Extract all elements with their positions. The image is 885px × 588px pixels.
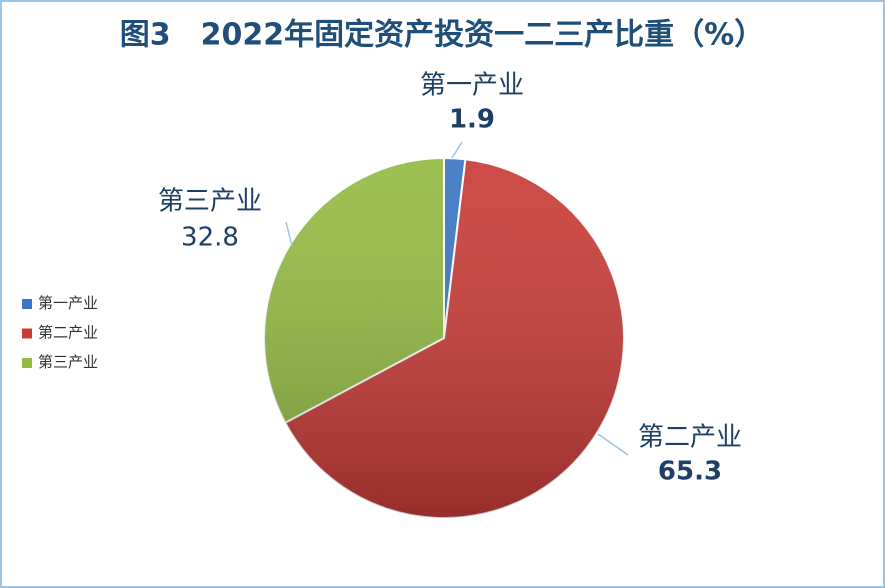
leader-line xyxy=(285,221,293,247)
leader-line xyxy=(597,433,629,456)
data-label-value: 32.8 xyxy=(181,223,239,253)
data-label-name: 第二产业 xyxy=(638,423,742,453)
legend-label: 第三产业 xyxy=(38,353,98,371)
data-label-value: 1.9 xyxy=(449,105,495,135)
data-label-value: 65.3 xyxy=(658,457,722,487)
legend-label: 第一产业 xyxy=(38,294,98,312)
legend-label: 第二产业 xyxy=(38,324,98,342)
legend-swatch xyxy=(22,299,32,309)
chart-title: 图3 2022年固定资产投资一二三产比重（%） xyxy=(120,18,764,53)
data-label-name: 第一产业 xyxy=(420,71,524,101)
legend-swatch xyxy=(22,328,32,339)
legend-swatch xyxy=(22,358,32,368)
leader-line xyxy=(451,141,463,159)
data-label-name: 第三产业 xyxy=(158,187,262,217)
